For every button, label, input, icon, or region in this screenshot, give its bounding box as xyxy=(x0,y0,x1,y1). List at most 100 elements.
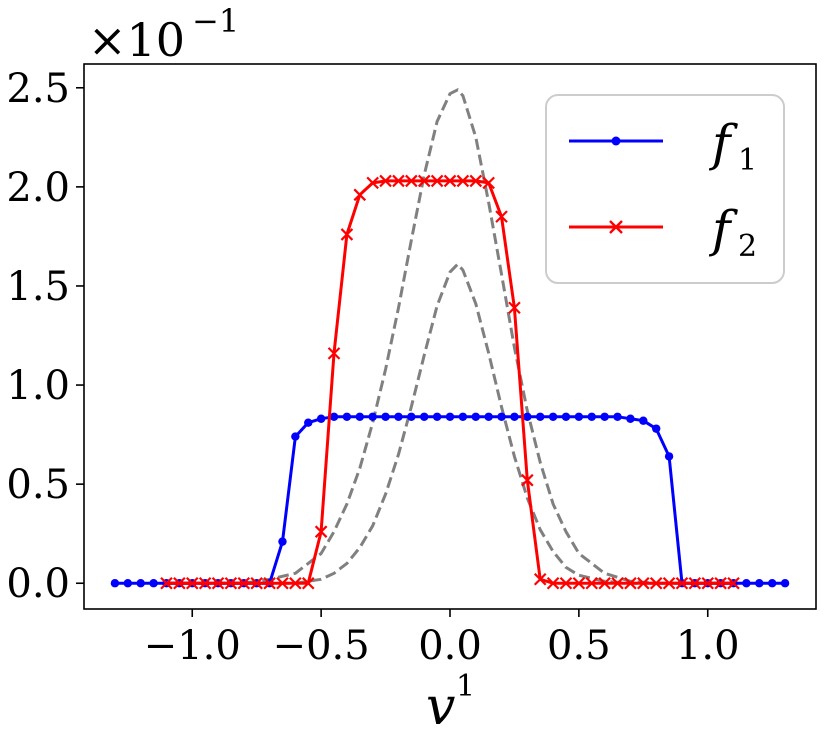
series-0-point xyxy=(484,412,493,421)
x-axis-title: v 1 xyxy=(426,669,475,737)
legend-f2-marker xyxy=(609,220,623,234)
series-0-point xyxy=(458,412,468,421)
series-1-point xyxy=(624,576,637,590)
series-0-point xyxy=(523,412,532,421)
series-1-point xyxy=(546,576,560,590)
series-1-point xyxy=(289,576,302,590)
series-1-point xyxy=(637,576,650,590)
series-1-point xyxy=(675,576,689,590)
series-0-point xyxy=(278,537,287,546)
series-1-point xyxy=(353,188,367,202)
series-2-line xyxy=(166,88,734,585)
series-1-point xyxy=(559,576,573,590)
series-0-point xyxy=(767,579,777,588)
series-0-point xyxy=(510,412,519,421)
series-0-point xyxy=(304,418,313,427)
series-0 xyxy=(110,412,790,588)
series-0-point xyxy=(420,412,429,421)
series-1-point xyxy=(237,576,251,590)
series-0-point xyxy=(780,579,790,588)
series-1-point xyxy=(327,347,341,360)
series-1-point xyxy=(456,174,470,188)
series-1-point xyxy=(469,174,483,188)
series-1-point xyxy=(198,576,212,590)
series-3 xyxy=(166,262,734,585)
series-1-point xyxy=(276,576,289,590)
y-tick-label: 0.0 xyxy=(6,561,70,607)
series-0-point xyxy=(368,412,377,421)
series-1-point xyxy=(185,576,199,590)
series-0-point xyxy=(291,432,300,441)
series-0-point xyxy=(432,412,442,421)
y-tick-label: 2.0 xyxy=(6,165,70,211)
series-0-point xyxy=(471,412,480,421)
series-1-point xyxy=(340,228,354,241)
series-1-point xyxy=(495,210,508,223)
series-0-point xyxy=(639,416,648,425)
series-0-point xyxy=(355,412,364,421)
legend-f1-subscript: 1 xyxy=(738,143,757,178)
series-0-point xyxy=(613,412,622,421)
multiplier-base: ×10 xyxy=(88,13,185,67)
series-1-point xyxy=(521,473,534,487)
series-1-point xyxy=(417,174,431,188)
series-1-point xyxy=(701,576,715,590)
x-tick-label: −1.0 xyxy=(144,623,241,669)
series-0-point xyxy=(445,412,455,421)
plot-area xyxy=(110,88,790,590)
x-tick-label: 0.0 xyxy=(418,623,482,669)
series-0-point xyxy=(329,412,339,421)
y-tick-label: 0.5 xyxy=(6,462,70,508)
series-1-point xyxy=(405,174,418,188)
series-1-point xyxy=(430,174,444,188)
series-1-point xyxy=(585,576,599,590)
series-0-point xyxy=(548,412,558,421)
series-1-point xyxy=(533,572,547,586)
y-tick-label: 2.5 xyxy=(6,66,70,112)
series-0-point xyxy=(342,412,352,421)
series-1-point xyxy=(314,525,328,538)
series-0-point xyxy=(149,579,158,588)
series-0-point xyxy=(536,412,545,421)
series-1-point xyxy=(508,301,521,315)
series-0-point xyxy=(574,412,584,421)
x-axis-label-sup: 1 xyxy=(456,669,475,704)
legend-f2-subscript: 2 xyxy=(738,229,757,264)
series-0-point xyxy=(497,412,506,421)
multiplier-exponent: −1 xyxy=(192,2,239,40)
series-1-point xyxy=(649,576,663,590)
series-1-point xyxy=(250,576,263,590)
series-0-point xyxy=(136,579,145,588)
series-1-point xyxy=(611,576,624,590)
series-1-point xyxy=(727,576,740,590)
series-1 xyxy=(160,174,740,590)
series-1-point xyxy=(688,576,702,590)
series-2 xyxy=(166,88,734,585)
series-0-point xyxy=(123,579,133,588)
series-1-point xyxy=(443,174,457,188)
x-axis-label: v xyxy=(426,677,455,737)
series-1-point xyxy=(366,176,379,190)
multiplier-label: ×10 −1 xyxy=(88,2,239,67)
series-0-point xyxy=(626,414,635,423)
series-1-point xyxy=(263,576,276,590)
series-1-point xyxy=(482,176,495,190)
series-0-point xyxy=(316,414,326,423)
series-1-point xyxy=(173,576,186,590)
series-0-point xyxy=(407,412,416,421)
series-1-point xyxy=(211,576,225,590)
series-1-point xyxy=(662,576,676,590)
series-0-point xyxy=(587,412,596,421)
series-0-point xyxy=(664,452,674,461)
series-0-point xyxy=(110,579,120,588)
x-tick-label: −0.5 xyxy=(273,623,370,669)
series-3-line xyxy=(166,262,734,585)
axis-ticks: −1.0 −0.5 0.0 0.5 1.0 0.0 0.5 1.0 1.5 2.0 2.5 xyxy=(6,66,739,669)
y-tick-label: 1.0 xyxy=(6,363,70,409)
series-0-point xyxy=(651,424,661,433)
legend-f1-marker xyxy=(611,136,621,146)
y-tick-label: 1.5 xyxy=(6,264,70,310)
legend: f 1 f 2 xyxy=(545,94,785,284)
series-1-point xyxy=(392,174,405,188)
